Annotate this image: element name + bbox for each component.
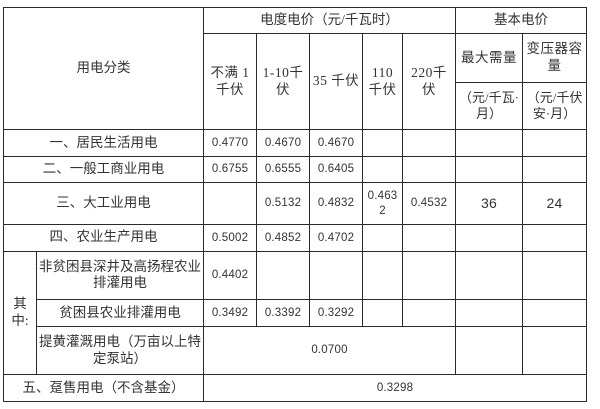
cell-industry-110kv: 0.4632 (362, 182, 403, 226)
header-voltage-220kv: 220千伏 (401, 33, 457, 131)
header-voltage-35kv: 35 千伏 (309, 33, 363, 131)
table-row: 四、农业生产用电 0.5002 0.4852 0.4702 (3, 224, 588, 252)
row-name-residential: 一、居民生活用电 (3, 129, 204, 157)
table-row: 一、居民生活用电 0.4770 0.4670 0.4670 (3, 129, 588, 157)
cell-commercial-110kv (362, 155, 403, 184)
cell-industry-transformer: 24 (522, 182, 588, 226)
header-energy-price-group: 电度电价（元/千瓦时） (202, 6, 457, 35)
cell-commercial-transformer (522, 155, 588, 184)
table-row: 五、趸售用电（不含基金） 0.3298 (3, 374, 588, 402)
table-row: 二、一般工商业用电 0.6755 0.6555 0.6405 (3, 155, 588, 184)
cell-industry-max-demand: 36 (455, 182, 524, 226)
cell-residential-transformer (522, 129, 588, 157)
header-row-groups: 用电分类 电度电价（元/千瓦时） 基本电价 (3, 6, 588, 131)
cell-poor-irrigation-under1kv: 0.3492 (203, 299, 257, 327)
header-transformer-capacity: 变压器容量 (522, 33, 588, 84)
cell-agriculture-transformer (522, 224, 588, 252)
cell-residential-under1kv: 0.4770 (203, 129, 257, 157)
cell-industry-under1kv (203, 182, 257, 226)
cell-nonpoor-deepwell-35kv (309, 250, 363, 301)
header-voltage-1-10kv: 1-10千伏 (256, 33, 310, 131)
cell-industry-1-10kv: 0.5132 (256, 182, 310, 226)
cell-commercial-220kv (401, 155, 457, 184)
cell-poor-irrigation-transformer (522, 299, 588, 327)
cell-wholesale-merged-price: 0.3298 (202, 374, 588, 402)
cell-agriculture-max-demand (455, 224, 524, 252)
header-basic-price-group: 基本电价 (455, 6, 588, 35)
cell-poor-irrigation-110kv (362, 299, 403, 327)
table-row: 提黄灌溉用电（万亩以上特定泵站） 0.0700 (4, 325, 588, 376)
cell-nonpoor-deepwell-transformer (522, 250, 588, 301)
row-name-yellow-river-irrigation: 提黄灌溉用电（万亩以上特定泵站） (36, 325, 204, 376)
cell-commercial-35kv: 0.6405 (309, 155, 363, 184)
cell-yellow-river-max-demand (455, 325, 524, 376)
header-voltage-110kv: 110千伏 (362, 33, 403, 131)
cell-agriculture-220kv (401, 224, 457, 252)
table-row: 其中: 非贫困县深井及高扬程农业排灌用电 0.4402 (3, 250, 588, 376)
cell-agriculture-110kv (362, 224, 403, 252)
table-row: 三、大工业用电 0.5132 0.4832 0.4632 0.4532 36 2… (3, 182, 588, 226)
row-name-poor-county-irrigation: 贫困县农业排灌用电 (36, 299, 204, 327)
cell-industry-220kv: 0.4532 (401, 182, 457, 226)
cell-nonpoor-deepwell-1-10kv (256, 250, 310, 301)
cell-nonpoor-deepwell-under1kv: 0.4402 (203, 250, 257, 301)
cell-residential-max-demand (455, 129, 524, 157)
cell-nonpoor-deepwell-110kv (362, 250, 403, 301)
header-max-demand-unit: （元/千瓦·月） (455, 82, 524, 131)
row-name-general-commercial: 二、一般工商业用电 (3, 155, 204, 184)
header-transformer-capacity-unit: （元/千伏安·月） (522, 82, 588, 131)
header-row-units: （元/千瓦·月） （元/千伏安·月） (4, 82, 588, 131)
row-name-wholesale: 五、趸售用电（不含基金） (3, 374, 204, 402)
cell-yellow-river-merged-price: 0.0700 (202, 325, 457, 376)
cell-commercial-1-10kv: 0.6555 (256, 155, 310, 184)
header-category-label: 用电分类 (3, 6, 204, 131)
cell-nonpoor-deepwell-220kv (401, 250, 457, 301)
sub-section-label: 其中: (3, 250, 37, 376)
tariff-table-container: 用电分类 电度电价（元/千瓦时） 基本电价 不满 1千伏 1-10千伏 35 千… (3, 6, 588, 402)
cell-agriculture-under1kv: 0.5002 (203, 224, 257, 252)
cell-residential-1-10kv: 0.4670 (256, 129, 310, 157)
cell-commercial-max-demand (455, 155, 524, 184)
cell-poor-irrigation-max-demand (455, 299, 524, 327)
cell-agriculture-1-10kv: 0.4852 (256, 224, 310, 252)
header-voltage-under-1kv: 不满 1千伏 (203, 33, 257, 131)
cell-residential-220kv (401, 129, 457, 157)
cell-poor-irrigation-1-10kv: 0.3392 (256, 299, 310, 327)
cell-yellow-river-transformer (522, 325, 588, 376)
cell-agriculture-35kv: 0.4702 (309, 224, 363, 252)
cell-nonpoor-deepwell-max-demand (455, 250, 524, 301)
cell-industry-35kv: 0.4832 (309, 182, 363, 226)
row-name-nonpoor-deepwell: 非贫困县深井及高扬程农业排灌用电 (36, 250, 204, 301)
cell-residential-110kv (362, 129, 403, 157)
row-name-agriculture: 四、农业生产用电 (3, 224, 204, 252)
row-name-large-industry: 三、大工业用电 (3, 182, 204, 226)
cell-residential-35kv: 0.4670 (309, 129, 363, 157)
table-row: 贫困县农业排灌用电 0.3492 0.3392 0.3292 (4, 299, 588, 327)
electricity-tariff-table: 用电分类 电度电价（元/千瓦时） 基本电价 不满 1千伏 1-10千伏 35 千… (3, 6, 588, 402)
header-row-levels: 不满 1千伏 1-10千伏 35 千伏 110千伏 220千伏 最大需量 变压器… (4, 33, 588, 131)
header-max-demand: 最大需量 (455, 33, 524, 84)
cell-poor-irrigation-35kv: 0.3292 (309, 299, 363, 327)
cell-commercial-under1kv: 0.6755 (203, 155, 257, 184)
cell-poor-irrigation-220kv (401, 299, 457, 327)
